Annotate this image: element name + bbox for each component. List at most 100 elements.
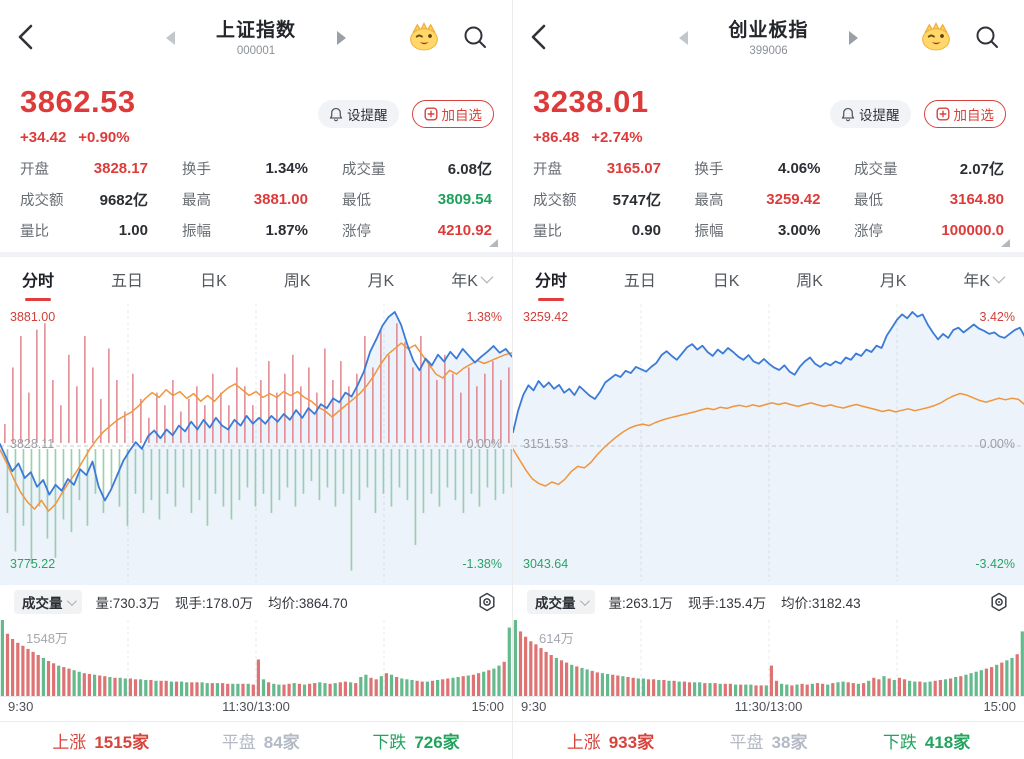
- tab-label: 周K: [283, 272, 311, 290]
- advancers-stat: 上涨 1515家: [52, 728, 149, 753]
- volume-bar-chart[interactable]: [0, 618, 512, 698]
- decliners-stat: 下跌 726家: [372, 728, 459, 753]
- stat-value: 2.07亿: [959, 161, 1004, 178]
- stat-value: 4210.92: [437, 222, 492, 239]
- set-alert-button[interactable]: 设提醒: [318, 100, 399, 128]
- panel-chinext-index: 创业板指 399006 3238.01 +86.48 +2.74% 设提醒: [512, 0, 1024, 759]
- tab-five-day[interactable]: 五日: [111, 267, 143, 291]
- gear-icon: [479, 592, 495, 612]
- axis-zero-pct: 0.00%: [979, 437, 1015, 451]
- unchanged-stat: 平盘 38家: [730, 728, 808, 753]
- chevron-down-icon: [480, 270, 494, 284]
- footer-divider: [513, 721, 1024, 722]
- prev-index-button[interactable]: [679, 31, 688, 45]
- tab-yearly-k[interactable]: 年K: [963, 267, 1006, 291]
- tab-yearly-k[interactable]: 年K: [451, 267, 494, 291]
- stat-volume-ratio: 量比 1.00: [20, 215, 148, 246]
- axis-low-price: 3043.64: [523, 557, 569, 571]
- stat-value: 6.08亿: [447, 161, 492, 178]
- add-watchlist-button[interactable]: 加自选: [411, 100, 494, 128]
- unchanged-label: 平盘: [221, 733, 256, 752]
- volume-header: 成交量 量:730.3万 现手:178.0万 均价:3864.70: [0, 588, 512, 616]
- axis-high-pct: 3.42%: [979, 310, 1015, 324]
- volume-indicator-selector[interactable]: 成交量: [527, 590, 595, 614]
- gear-icon: [991, 592, 1007, 612]
- stat-label: 成交额: [20, 193, 64, 209]
- stat-value: 3881.00: [253, 191, 308, 208]
- tab-label: 五日: [623, 272, 656, 290]
- back-button[interactable]: [14, 22, 40, 52]
- tab-monthly-k[interactable]: 月K: [880, 267, 907, 291]
- index-code: 399006: [749, 45, 788, 57]
- stat-turnover-rate: 换手 1.34%: [182, 153, 308, 184]
- last-price: 3238.01: [533, 84, 649, 119]
- assistant-mascot-button[interactable]: [408, 20, 440, 52]
- minute-price-chart[interactable]: 3259.42 3.42% 3151.53 0.00% 3043.64 -3.4…: [513, 300, 1024, 585]
- stats-grid: 开盘 3165.07 换手 4.06% 成交量 2.07亿 成交额 5747亿 最高 32…: [513, 153, 1024, 246]
- volume-bar-chart[interactable]: [513, 618, 1024, 698]
- stat-amount: 成交额 5747亿: [533, 184, 661, 215]
- volume-info: 量:730.3万 现手:178.0万 均价:3864.70: [96, 592, 348, 612]
- tab-minute[interactable]: 分时: [22, 267, 54, 291]
- chevron-down-icon: [992, 270, 1006, 284]
- tab-minute[interactable]: 分时: [535, 267, 567, 291]
- stat-limit-up: 涨停 4210.92: [342, 215, 492, 246]
- stat-volume-ratio: 量比 0.90: [533, 215, 661, 246]
- price-chart-canvas: [0, 304, 512, 585]
- expand-stats-button[interactable]: [1001, 239, 1010, 247]
- stat-high: 最高 3259.42: [695, 184, 821, 215]
- tab-daily-k[interactable]: 日K: [200, 267, 227, 291]
- axis-zero-pct: 0.00%: [466, 437, 502, 451]
- last-price: 3862.53: [20, 84, 136, 119]
- page-title: 创业板指: [728, 20, 809, 41]
- stat-value: 3828.17: [93, 160, 148, 177]
- set-alert-button[interactable]: 设提醒: [830, 100, 911, 128]
- tab-daily-k[interactable]: 日K: [713, 267, 740, 291]
- stat-high: 最高 3881.00: [182, 184, 308, 215]
- add-watchlist-label: 加自选: [441, 108, 483, 123]
- index-title-block: 上证指数 000001: [120, 15, 392, 57]
- prev-index-button[interactable]: [166, 31, 175, 45]
- unchanged-stat: 平盘 84家: [222, 728, 300, 753]
- volume-total: 量:263.1万: [608, 596, 674, 611]
- stat-label: 换手: [694, 162, 724, 178]
- volume-indicator-label: 成交量: [22, 596, 63, 611]
- tab-monthly-k[interactable]: 月K: [368, 267, 395, 291]
- action-buttons: 设提醒 加自选: [318, 100, 494, 128]
- stat-low: 最低 3164.80: [854, 184, 1004, 215]
- tab-weekly-k[interactable]: 周K: [796, 267, 823, 291]
- stat-value: 0.90: [631, 222, 661, 239]
- stat-label: 成交量: [342, 162, 386, 178]
- unchanged-count: 38家: [771, 733, 808, 752]
- stat-value: 5747亿: [612, 192, 661, 209]
- stat-label: 量比: [20, 224, 49, 240]
- tab-five-day[interactable]: 五日: [624, 267, 656, 291]
- tab-weekly-k[interactable]: 周K: [284, 267, 311, 291]
- volume-indicator-selector[interactable]: 成交量: [14, 590, 82, 614]
- mascot-icon: [922, 22, 950, 51]
- chart-settings-button[interactable]: [988, 591, 1010, 613]
- stat-label: 涨停: [342, 224, 371, 240]
- add-watchlist-button[interactable]: 加自选: [923, 100, 1006, 128]
- next-index-button[interactable]: [337, 31, 346, 45]
- tab-label: 分时: [22, 272, 55, 290]
- search-button[interactable]: [462, 24, 488, 50]
- search-icon: [464, 26, 486, 48]
- axis-prev-close: 3151.53: [523, 437, 569, 451]
- index-title-block: 创业板指 399006: [633, 15, 904, 57]
- stat-value: 9682亿: [99, 192, 148, 209]
- assistant-mascot-button[interactable]: [920, 20, 952, 52]
- search-button[interactable]: [974, 24, 1000, 50]
- volume-max-label: 614万: [539, 631, 574, 646]
- expand-stats-button[interactable]: [489, 239, 498, 247]
- price-change-row: +34.42 +0.90%: [20, 129, 130, 146]
- bell-icon: [329, 107, 343, 121]
- axis-prev-close: 3828.11: [10, 437, 55, 451]
- minute-price-chart[interactable]: 3881.00 1.38% 3828.11 0.00% 3775.22 -1.3…: [0, 300, 512, 585]
- tab-label: 月K: [367, 272, 395, 290]
- stats-grid: 开盘 3828.17 换手 1.34% 成交量 6.08亿 成交额 9682亿 最高 38…: [0, 153, 512, 246]
- next-index-button[interactable]: [849, 31, 858, 45]
- back-button[interactable]: [527, 22, 553, 52]
- price-change-pct: +0.90%: [78, 129, 130, 146]
- chart-settings-button[interactable]: [476, 591, 498, 613]
